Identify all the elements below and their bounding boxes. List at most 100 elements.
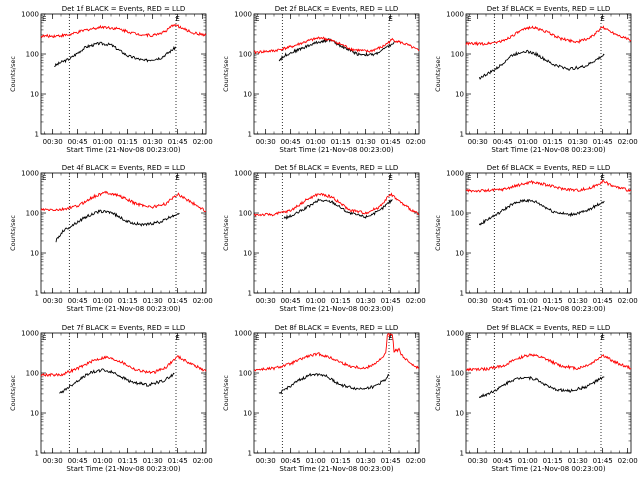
y-tick-label: 1000 [234, 330, 252, 338]
x-tick-label: 02:00 [193, 457, 213, 465]
x-axis-label: Start Time (21-Nov-08 00:23:00) [66, 146, 180, 154]
x-axis-label: Start Time (21-Nov-08 00:23:00) [279, 305, 393, 313]
y-tick-label: 1 [35, 450, 39, 458]
chart-title: Det 7f BLACK = Events, RED = LLD [62, 324, 185, 332]
y-tick-label: 100 [451, 210, 464, 218]
plot-frame [465, 172, 632, 294]
detector-panel: Det 6f BLACK = Events, RED = LLD 1 10 100 10… [434, 164, 638, 313]
x-tick-label: 01:45 [168, 138, 188, 146]
y-tick-label: 10 [243, 91, 252, 99]
x-tick-label: 00:30 [256, 457, 276, 465]
x-tick-label: 01:15 [543, 138, 563, 146]
chart-title: Det 9f BLACK = Events, RED = LLD [487, 324, 610, 332]
event-marker-label: E [388, 15, 392, 23]
series-lld-line [465, 25, 632, 47]
x-tick-label: 01:00 [93, 457, 113, 465]
y-axis-label: Counts/sec [434, 56, 442, 92]
x-tick-label: 01:00 [518, 457, 538, 465]
x-tick-label: 02:00 [618, 457, 638, 465]
detector-panel: Det 9f BLACK = Events, RED = LLD 1 10 100 10… [434, 324, 638, 473]
x-axis-label: Start Time (21-Nov-08 00:23:00) [491, 465, 605, 473]
y-tick-label: 1 [460, 131, 464, 139]
y-tick-label: 10 [243, 250, 252, 258]
y-axis-label: Counts/sec [9, 56, 17, 92]
series-events-line [478, 198, 605, 226]
x-tick-label: 01:45 [593, 297, 613, 305]
x-tick-label: 02:00 [618, 138, 638, 146]
y-axis-label: Counts/sec [9, 215, 17, 251]
series-lld-line [465, 179, 632, 193]
x-tick-label: 01:45 [381, 138, 401, 146]
event-marker-label: E [388, 174, 392, 182]
series-lld-line [253, 332, 420, 372]
event-marker-label: E [175, 334, 179, 342]
x-tick-label: 02:00 [406, 138, 426, 146]
x-axis-label: Start Time (21-Nov-08 00:23:00) [279, 465, 393, 473]
event-marker-label: E [600, 15, 604, 23]
series-events-line [59, 368, 175, 394]
x-axis-label: Start Time (21-Nov-08 00:23:00) [66, 465, 180, 473]
x-tick-label: 01:30 [143, 297, 163, 305]
y-tick-label: 1 [248, 131, 252, 139]
event-marker-label: E [467, 174, 471, 182]
x-tick-label: 00:30 [468, 297, 488, 305]
x-tick-label: 01:45 [168, 457, 188, 465]
detector-panel: Det 5f BLACK = Events, RED = LLD 1 10 100 10… [222, 164, 426, 313]
series-lld-line [253, 192, 420, 217]
y-tick-label: 100 [239, 51, 252, 59]
x-tick-label: 02:00 [193, 297, 213, 305]
x-tick-label: 01:45 [168, 297, 188, 305]
x-tick-label: 02:00 [406, 297, 426, 305]
x-tick-label: 00:30 [43, 297, 63, 305]
plot-frame [253, 13, 420, 135]
chart-title: Det 1f BLACK = Events, RED = LLD [62, 5, 185, 13]
x-tick-label: 00:45 [68, 138, 88, 146]
x-tick-label: 02:00 [193, 138, 213, 146]
y-tick-label: 10 [455, 250, 464, 258]
y-axis-label: Counts/sec [222, 375, 230, 411]
x-tick-label: 01:30 [568, 297, 588, 305]
x-tick-label: 01:30 [568, 457, 588, 465]
y-tick-label: 100 [239, 370, 252, 378]
series-events-line [55, 209, 180, 243]
x-tick-label: 00:30 [256, 138, 276, 146]
chart-title: Det 4f BLACK = Events, RED = LLD [62, 164, 185, 172]
y-axis-label: Counts/sec [434, 215, 442, 251]
y-tick-label: 1000 [21, 170, 39, 178]
detector-panel: Det 4f BLACK = Events, RED = LLD 1 10 100 10… [9, 164, 213, 313]
detector-panel: Det 8f BLACK = Events, RED = LLD 1 10 100 10… [222, 324, 426, 473]
y-tick-label: 1 [35, 131, 39, 139]
y-axis-label: Counts/sec [222, 215, 230, 251]
y-tick-label: 10 [30, 91, 39, 99]
detector-panel: Det 2f BLACK = Events, RED = LLD 1 10 100 10… [222, 5, 426, 154]
x-tick-label: 01:15 [543, 297, 563, 305]
x-tick-label: 00:30 [468, 457, 488, 465]
x-tick-label: 00:45 [281, 297, 301, 305]
series-events-line [54, 41, 177, 67]
series-events-line [278, 37, 396, 62]
y-axis-label: Counts/sec [222, 56, 230, 92]
x-tick-label: 01:45 [381, 297, 401, 305]
y-tick-label: 1000 [446, 11, 464, 19]
x-axis-label: Start Time (21-Nov-08 00:23:00) [66, 305, 180, 313]
plot-frame [40, 172, 207, 294]
x-tick-label: 02:00 [406, 457, 426, 465]
x-tick-label: 01:30 [356, 138, 376, 146]
x-tick-label: 01:15 [118, 138, 138, 146]
y-tick-label: 1 [460, 450, 464, 458]
event-marker-label: E [42, 174, 46, 182]
x-tick-label: 01:00 [306, 457, 326, 465]
y-tick-label: 1000 [234, 170, 252, 178]
x-tick-label: 01:30 [143, 457, 163, 465]
x-tick-label: 02:00 [618, 297, 638, 305]
x-tick-label: 01:15 [331, 138, 351, 146]
x-tick-label: 00:30 [256, 297, 276, 305]
x-axis-label: Start Time (21-Nov-08 00:23:00) [491, 305, 605, 313]
event-marker-label: E [255, 15, 259, 23]
chart-title: Det 5f BLACK = Events, RED = LLD [275, 164, 398, 172]
y-tick-label: 100 [239, 210, 252, 218]
x-tick-label: 00:45 [493, 457, 513, 465]
y-tick-label: 10 [455, 91, 464, 99]
chart-title: Det 3f BLACK = Events, RED = LLD [487, 5, 610, 13]
